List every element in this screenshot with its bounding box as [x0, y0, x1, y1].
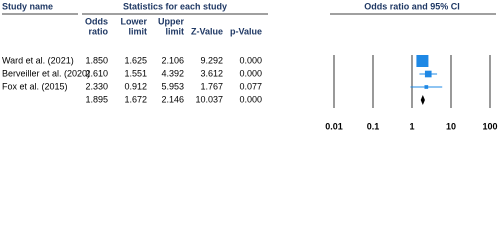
column-header: Lower — [120, 16, 147, 26]
header: Odds ratio and 95% CI — [364, 1, 460, 11]
cell: 1.850 — [85, 55, 108, 65]
column-header: limit — [165, 26, 184, 36]
study-name: Fox et al. (2015) — [2, 81, 68, 91]
cell: 0.000 — [239, 55, 262, 65]
cell: 10.037 — [195, 94, 223, 104]
cell: 2.146 — [161, 94, 184, 104]
column-header: p-Value — [230, 26, 262, 36]
cell: 2.106 — [161, 55, 184, 65]
cell: 0.077 — [239, 81, 262, 91]
cell: 1.895 — [85, 94, 108, 104]
cell: 2.330 — [85, 81, 108, 91]
column-header: limit — [128, 26, 147, 36]
cell: 9.292 — [200, 55, 223, 65]
study-box — [424, 85, 429, 89]
column-header: ratio — [88, 26, 108, 36]
column-header: Upper — [158, 16, 185, 26]
x-tick-label: 0.01 — [325, 121, 343, 131]
x-tick-label: 100 — [482, 121, 497, 131]
study-name: Ward et al. (2021) — [2, 55, 74, 65]
forest-plot: Study name Statistics for each study Odd… — [2, 1, 498, 131]
cell: 0.000 — [239, 94, 262, 104]
x-tick-label: 0.1 — [367, 121, 380, 131]
cell: 3.612 — [200, 68, 223, 78]
cell: 5.953 — [161, 81, 184, 91]
cell: 1.767 — [200, 81, 223, 91]
x-tick-label: 10 — [446, 121, 456, 131]
cell: 2.610 — [85, 68, 108, 78]
x-tick-label: 1 — [409, 121, 414, 131]
header: Study name — [2, 1, 53, 11]
header: Statistics for each study — [123, 1, 227, 11]
cell: 0.912 — [124, 81, 147, 91]
study-box — [416, 55, 429, 67]
cell: 4.392 — [161, 68, 184, 78]
cell: 0.000 — [239, 68, 262, 78]
study-box — [424, 70, 432, 78]
cell: 1.551 — [124, 68, 147, 78]
study-name: Berveiller et al. (2020) — [2, 68, 90, 78]
column-header: Z-Value — [191, 26, 223, 36]
summary-diamond — [420, 95, 425, 105]
column-header: Odds — [85, 16, 108, 26]
cell: 1.625 — [124, 55, 147, 65]
cell: 1.672 — [124, 94, 147, 104]
